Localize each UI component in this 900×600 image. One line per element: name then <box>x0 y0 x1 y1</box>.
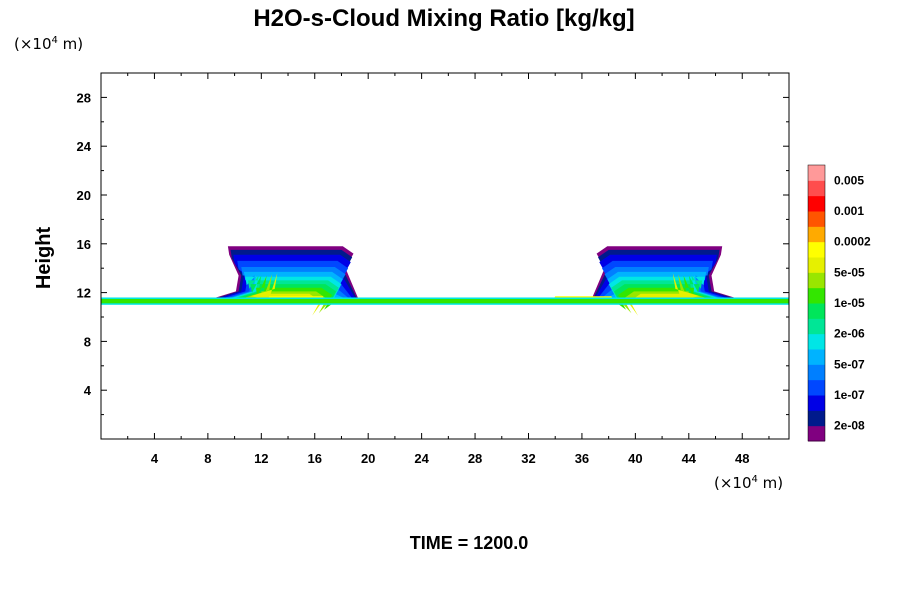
x-tick-label: 40 <box>628 451 642 466</box>
colorbar-label: 1e-07 <box>834 388 865 402</box>
colorbar-label: 2e-08 <box>834 419 865 433</box>
colorbar-swatch <box>808 318 825 335</box>
x-tick-label: 28 <box>468 451 482 466</box>
colorbar-swatch <box>808 226 825 243</box>
colorbar-label: 5e-05 <box>834 265 865 279</box>
y-tick-label: 4 <box>84 383 92 398</box>
x-tick-label: 16 <box>308 451 322 466</box>
x-axis: 4 8 12 16 20 24 28 32 36 40 44 48 <box>127 73 770 466</box>
colorbar-label: 5e-07 <box>834 357 865 371</box>
colorbar-label: 0.0002 <box>834 235 871 249</box>
colorbar-swatch <box>808 241 825 258</box>
y-axis-label: Height <box>33 227 55 290</box>
y-tick-label: 28 <box>77 90 91 105</box>
cloud-contour-band <box>250 273 326 316</box>
colorbar-swatch <box>808 165 825 181</box>
colorbar-swatch <box>808 364 825 381</box>
y-tick-label: 20 <box>77 188 91 203</box>
colorbar-swatch <box>808 195 825 212</box>
y-tick-label: 24 <box>77 139 92 154</box>
x-tick-label: 4 <box>151 451 159 466</box>
time-label: TIME = 1200.0 <box>410 533 529 553</box>
x-unit-exponent: 4 <box>752 474 758 485</box>
colorbar-swatch <box>808 272 825 289</box>
cloud-contour-band <box>624 273 700 316</box>
colorbar-frame <box>807 164 826 442</box>
y-axis-unit: (×104 m) <box>14 35 83 53</box>
cloud-right <box>552 246 739 316</box>
x-tick-label: 44 <box>682 451 697 466</box>
colorbar-swatch <box>808 425 825 442</box>
x-unit-suffix: m) <box>758 474 783 492</box>
x-axis-unit: (×104 m) <box>714 474 783 492</box>
anvil-band-core <box>101 298 789 304</box>
colorbar-label: 2e-06 <box>834 327 865 341</box>
colorbar-swatch <box>808 257 825 273</box>
colorbar-swatch <box>808 287 825 304</box>
y-tick-label: 8 <box>84 334 91 349</box>
y-tick-label: 16 <box>77 237 91 252</box>
x-tick-label: 8 <box>204 451 211 466</box>
colorbar-swatch <box>808 410 825 427</box>
y-unit-suffix: m) <box>58 35 83 53</box>
y-unit-exponent: 4 <box>52 35 58 46</box>
plot-area <box>100 72 790 440</box>
y-axis: 4 8 12 16 20 24 28 <box>77 90 789 416</box>
x-unit-prefix: (×10 <box>714 474 752 492</box>
anvil-layer <box>101 297 789 305</box>
y-tick-label: 12 <box>77 286 91 301</box>
colorbar-swatch <box>808 395 825 411</box>
colorbar-swatch <box>808 379 825 396</box>
colorbar-swatch <box>808 303 825 319</box>
x-tick-label: 48 <box>735 451 749 466</box>
x-tick-label: 32 <box>521 451 535 466</box>
x-tick-label: 12 <box>254 451 268 466</box>
colorbar-label: 1e-05 <box>834 296 865 310</box>
plot-frame <box>100 72 790 440</box>
colorbar-swatch <box>808 349 825 365</box>
colorbar-swatch <box>808 180 825 197</box>
chart-title: H2O-s-Cloud Mixing Ratio [kg/kg] <box>253 5 634 32</box>
x-tick-label: 36 <box>575 451 589 466</box>
colorbar-swatch <box>808 333 825 350</box>
x-tick-label: 20 <box>361 451 375 466</box>
colorbar-label: 0.001 <box>834 204 864 218</box>
colorbar-label: 0.005 <box>834 173 864 187</box>
x-tick-label: 24 <box>414 451 429 466</box>
colorbar-swatch <box>808 211 825 227</box>
colorbar: 2e-08 1e-07 5e-07 2e-06 1e-05 5e-05 0.0002 0.00… <box>807 164 871 442</box>
y-unit-prefix: (×10 <box>14 35 52 53</box>
